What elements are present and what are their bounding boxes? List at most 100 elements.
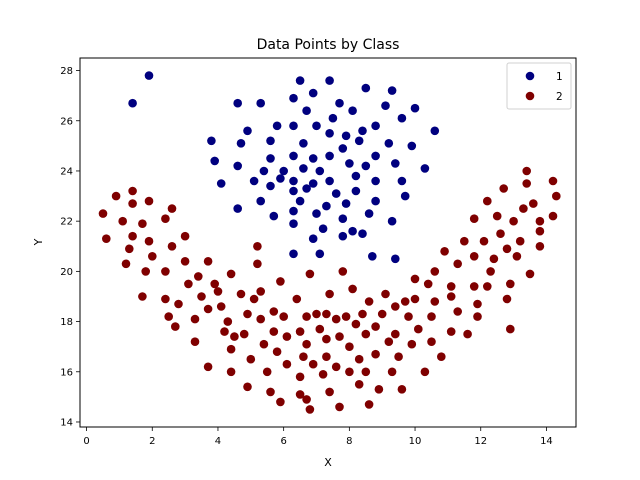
data-point-class-1	[276, 174, 285, 183]
data-point-class-2	[492, 211, 502, 221]
legend-box	[506, 62, 572, 110]
data-point-class-2	[272, 347, 282, 357]
data-point-class-2	[226, 344, 236, 354]
data-point-class-1	[289, 206, 298, 216]
data-point-class-1	[233, 204, 242, 213]
data-point-class-1	[266, 181, 275, 191]
data-point-class-2	[141, 267, 150, 276]
data-point-class-2	[358, 309, 367, 319]
data-point-class-2	[216, 302, 226, 311]
data-point-class-2	[269, 327, 279, 336]
data-point-class-1	[335, 98, 344, 108]
data-point-class-2	[302, 395, 311, 404]
data-point-class-2	[98, 209, 108, 218]
data-point-class-2	[463, 329, 472, 339]
x-tick-label: 0	[83, 436, 89, 447]
data-point-class-2	[239, 329, 249, 339]
data-point-class-2	[351, 319, 361, 329]
data-point-class-1	[249, 176, 259, 186]
data-point-class-1	[295, 76, 305, 85]
data-point-class-2	[469, 214, 479, 223]
data-point-class-2	[302, 312, 311, 321]
y-tick-label: 28	[60, 66, 73, 77]
data-point-class-2	[180, 231, 190, 241]
data-point-class-2	[266, 387, 275, 397]
data-point-class-1	[430, 126, 440, 136]
y-tick-label: 24	[60, 166, 73, 177]
y-tick-label: 20	[60, 267, 73, 278]
data-point-class-2	[249, 294, 259, 304]
data-point-class-1	[338, 214, 348, 223]
data-point-class-1	[289, 186, 298, 196]
data-point-class-2	[361, 329, 371, 339]
data-point-class-2	[331, 314, 341, 324]
data-point-class-1	[341, 199, 351, 208]
y-tick-label: 16	[60, 367, 73, 378]
points-layer	[98, 71, 561, 414]
data-point-class-1	[361, 161, 371, 171]
data-point-class-2	[460, 236, 469, 246]
data-point-class-2	[548, 176, 558, 186]
data-point-class-2	[338, 267, 348, 276]
data-point-class-1	[348, 106, 357, 115]
data-point-class-1	[299, 139, 308, 148]
data-point-class-2	[325, 289, 334, 299]
data-point-class-2	[384, 337, 394, 347]
data-point-class-2	[453, 307, 463, 316]
data-point-class-2	[315, 324, 325, 334]
data-point-class-2	[138, 292, 147, 301]
data-point-class-1	[289, 249, 298, 259]
data-point-class-2	[171, 322, 180, 331]
data-point-class-1	[266, 154, 275, 163]
data-point-class-2	[515, 236, 525, 246]
data-point-class-2	[420, 367, 430, 377]
data-point-class-1	[302, 184, 311, 193]
data-point-class-2	[335, 332, 344, 341]
data-point-class-2	[246, 354, 256, 364]
data-point-class-2	[299, 352, 308, 362]
data-point-class-2	[391, 302, 400, 311]
data-point-class-2	[535, 216, 545, 226]
data-point-class-2	[430, 267, 440, 276]
x-tick-label: 6	[280, 436, 286, 447]
data-point-class-2	[180, 257, 190, 266]
data-point-class-1	[308, 154, 318, 163]
data-point-class-1	[308, 179, 318, 188]
data-point-class-2	[167, 204, 177, 213]
data-point-class-1	[315, 166, 325, 176]
data-point-class-1	[381, 101, 390, 110]
data-point-class-1	[312, 209, 321, 218]
data-point-class-1	[387, 216, 397, 226]
data-point-class-2	[167, 242, 177, 251]
data-point-class-2	[345, 367, 354, 377]
data-point-class-2	[335, 402, 344, 412]
data-point-class-2	[371, 349, 380, 359]
data-point-class-1	[345, 159, 354, 168]
data-point-class-1	[272, 121, 282, 131]
data-point-class-2	[322, 309, 331, 319]
data-point-class-2	[345, 342, 354, 352]
data-point-class-2	[203, 257, 213, 266]
data-point-class-2	[414, 324, 423, 334]
data-point-class-1	[420, 164, 430, 173]
data-point-class-2	[144, 196, 154, 206]
data-point-class-2	[397, 385, 407, 394]
data-point-class-2	[394, 352, 403, 362]
data-point-class-2	[102, 234, 111, 243]
data-point-class-2	[525, 269, 535, 279]
data-point-class-2	[548, 211, 558, 221]
data-point-class-1	[207, 136, 216, 146]
data-point-class-2	[203, 362, 213, 372]
data-point-class-1	[318, 224, 328, 233]
data-point-class-2	[391, 329, 400, 339]
data-point-class-2	[331, 362, 341, 372]
data-point-class-1	[397, 176, 407, 186]
data-point-class-2	[486, 267, 495, 276]
data-point-class-2	[374, 385, 384, 394]
data-point-class-2	[427, 337, 436, 347]
data-point-class-1	[364, 209, 374, 218]
data-point-class-1	[210, 156, 219, 166]
data-point-class-2	[269, 307, 279, 316]
data-point-class-2	[213, 287, 223, 296]
data-point-class-1	[400, 191, 410, 201]
